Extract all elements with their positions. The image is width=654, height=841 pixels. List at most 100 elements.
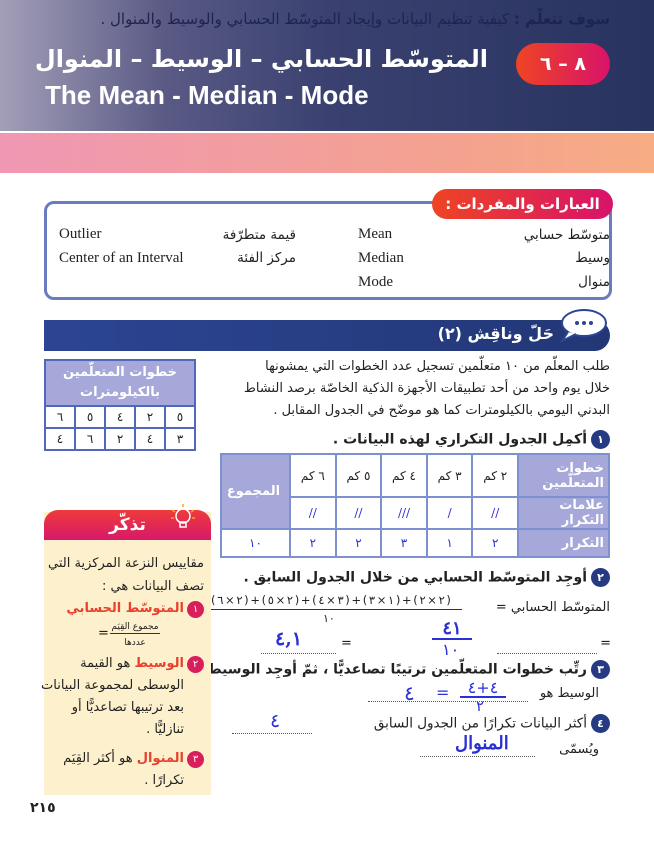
tally: / bbox=[425, 496, 474, 530]
question-4: ٤أكثر البيانات تكرارًا من الجدول السابق bbox=[374, 714, 610, 733]
formula-numerator: مجموع القِيَم bbox=[110, 622, 160, 634]
median-label: الوسيط هو bbox=[539, 686, 599, 701]
cell: ٤ bbox=[134, 427, 167, 451]
column-header: ٢ كم bbox=[471, 453, 519, 498]
vocab-ar: منوال bbox=[578, 274, 610, 290]
vocab-en: Mean bbox=[358, 226, 393, 242]
median-answer-line bbox=[368, 690, 528, 702]
hw-median-denominator: ٢ bbox=[476, 697, 485, 715]
remember-text: الوسطى لمجموعة البيانات bbox=[41, 678, 184, 693]
equals-sign: = bbox=[436, 683, 450, 702]
column-header: ٦ كم bbox=[289, 453, 337, 498]
cell: ٢ bbox=[104, 427, 137, 451]
frequency: ٣ bbox=[380, 528, 428, 558]
named-label: ويُسمّى bbox=[559, 742, 599, 757]
remember-box bbox=[44, 512, 211, 795]
hw-mode-name: المنوال bbox=[455, 733, 509, 754]
vocab-en: Median bbox=[358, 250, 404, 266]
vocab-ar: متوسّط حسابي bbox=[523, 227, 610, 243]
question-1: ١أكمِل الجدول التكراري لهذه البيانات . bbox=[333, 430, 610, 449]
equals-sign: = bbox=[98, 626, 109, 641]
question-text: أكمِل الجدول التكراري لهذه البيانات . bbox=[332, 431, 587, 448]
lesson-title-english: The Mean - Median - Mode bbox=[45, 80, 369, 110]
problem-text: طلب المعلّم من ١٠ متعلّمين تسجيل عدد الخ… bbox=[265, 359, 610, 374]
text: هو أكثر القِيَم bbox=[63, 751, 133, 766]
cell: ٤ bbox=[104, 405, 137, 429]
learning-objective-band bbox=[0, 133, 654, 173]
remember-item-mean: ١المتوسّط الحسابي bbox=[66, 601, 204, 618]
vocabulary-label: العبارات والمفردات : bbox=[432, 189, 613, 219]
tally: /// bbox=[380, 496, 428, 530]
tally: // bbox=[289, 496, 337, 530]
mode-name-line bbox=[420, 745, 535, 757]
tally: // bbox=[471, 496, 519, 530]
mean-label: المتوسّط الحسابي = bbox=[495, 600, 610, 615]
cell: ٥ bbox=[164, 405, 196, 429]
cell: ٤ bbox=[43, 427, 77, 451]
objective-text: كيفية تنظيم البيانات وإيجاد المتوسّط الح… bbox=[100, 10, 510, 28]
mean-denominator: ١٠ bbox=[323, 612, 335, 625]
lesson-title-arabic: المتوسّط الحسابي – الوسيط – المنوال bbox=[34, 45, 488, 73]
question-3: ٣رتِّب خطوات المتعلّمين ترتيبًا تصاعديًّ… bbox=[197, 660, 610, 679]
vocab-en: Mode bbox=[358, 274, 393, 290]
lesson-number-badge: ٨ – ٦ bbox=[516, 43, 610, 85]
vocab-en: Outlier bbox=[59, 226, 102, 242]
hw-median-result: ٤ bbox=[404, 681, 415, 705]
total-value: ١٠ bbox=[220, 528, 291, 558]
row-label: علامات التكرار bbox=[517, 496, 610, 530]
remember-title: تذكّر bbox=[44, 510, 211, 540]
cell: ٦ bbox=[74, 427, 107, 451]
remember-text: تكرارًا . bbox=[144, 773, 184, 788]
learning-objective: سوف تتعلّم : كيفية تنظيم البيانات وإيجاد… bbox=[100, 10, 610, 28]
vocab-en: Center of an Interval bbox=[59, 250, 184, 266]
discuss-title: حَلّ وناقِش (٢) bbox=[437, 324, 554, 343]
cell: ٥ bbox=[74, 405, 107, 429]
mean-numerator: ( ٢ × ٢ ) + ( ١ × ٣ ) + ( ٣ × ٤ ) + ( ٢ … bbox=[200, 593, 462, 610]
question-2: ٢أوجِد المتوسّط الحسابي من خلال الجدول ا… bbox=[243, 568, 610, 587]
frequency: ١ bbox=[425, 528, 474, 558]
remember-text: بعد ترتيبها تصاعديًّا أو bbox=[71, 700, 184, 715]
objective-label: سوف تتعلّم : bbox=[513, 10, 610, 28]
row-label: خطوات المتعلّمين bbox=[517, 453, 610, 498]
term: الوسيط bbox=[134, 656, 185, 671]
lightbulb-icon bbox=[171, 504, 195, 528]
item-number: ٢ bbox=[187, 656, 204, 673]
page-number: ٢١٥ bbox=[30, 800, 56, 816]
vocab-ar: وسيط bbox=[575, 250, 610, 266]
problem-text: خلال يوم واحد من أحد تطبيقات الأجهزة الذ… bbox=[243, 381, 610, 396]
hw-mode-value: ٤ bbox=[270, 710, 281, 732]
question-number: ٤ bbox=[591, 714, 610, 733]
frequency: ٢ bbox=[471, 528, 519, 558]
vocab-ar: قيمة متطرّفة bbox=[222, 227, 296, 243]
column-header: ٣ كم bbox=[425, 453, 474, 498]
vocab-ar: مركز الفئة bbox=[237, 250, 296, 266]
mode-answer-line bbox=[232, 722, 312, 734]
remember-item-median: ٢الوسيط هو القيمة bbox=[80, 656, 204, 673]
cell: ٦ bbox=[43, 405, 77, 429]
hw-fraction-numerator: ٤١ bbox=[432, 620, 472, 640]
question-number: ٣ bbox=[591, 660, 610, 679]
hw-median-numerator: ٤+٤ bbox=[460, 680, 506, 698]
remember-item-mode: ٣المنوال هو أكثر القِيَم bbox=[63, 751, 204, 768]
total-label: المجموع bbox=[220, 453, 291, 530]
problem-text: البدني اليومي بالكيلومترات كما هو موضّح … bbox=[273, 403, 610, 418]
remember-intro: مقاييس النزعة المركزية التي bbox=[48, 556, 204, 571]
frequency: ٢ bbox=[289, 528, 337, 558]
question-text: رتِّب خطوات المتعلّمين ترتيبًا تصاعديًّا… bbox=[196, 661, 587, 678]
data-table-header: خطوات المتعلّمين بالكيلومترات bbox=[44, 359, 196, 407]
text: هو القيمة bbox=[80, 656, 131, 671]
formula-denominator: عددها bbox=[124, 638, 146, 648]
cell: ٢ bbox=[134, 405, 167, 429]
hw-fraction-denominator: ١٠ bbox=[442, 640, 460, 659]
question-text: أكثر البيانات تكرارًا من الجدول السابق bbox=[373, 715, 587, 732]
discuss-banner bbox=[44, 320, 610, 351]
remember-text: تنازليًّا . bbox=[146, 722, 184, 737]
term: المنوال bbox=[136, 751, 184, 766]
remember-intro: تصف البيانات هي : bbox=[101, 579, 204, 594]
question-number: ٢ bbox=[591, 568, 610, 587]
item-number: ٣ bbox=[187, 751, 204, 768]
column-header: ٤ كم bbox=[380, 453, 428, 498]
cell: ٣ bbox=[164, 427, 196, 451]
term: المتوسّط الحسابي bbox=[66, 601, 184, 616]
